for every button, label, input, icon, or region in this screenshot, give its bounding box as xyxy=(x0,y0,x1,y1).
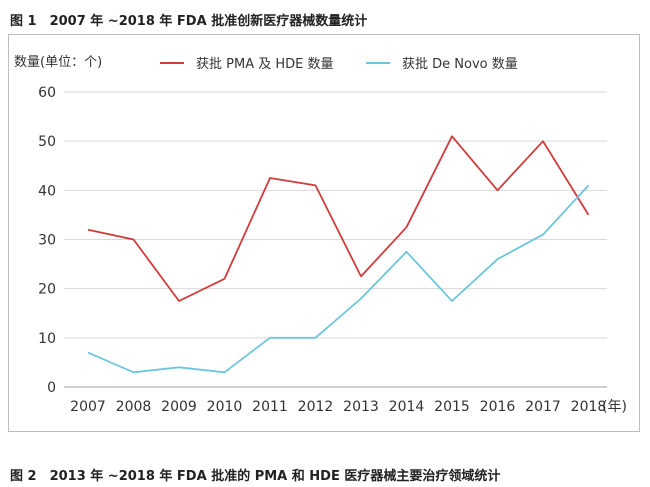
y-axis-label: 数量(单位：个) xyxy=(14,55,102,70)
x-tick-label: 2017 xyxy=(525,399,561,415)
y-tick-label: 50 xyxy=(38,134,56,150)
legend: 获批 PMA 及 HDE 数量 获批 De Novo 数量 xyxy=(160,57,518,72)
figure-1-title: 图 1 2007 年 ~2018 年 FDA 批准创新医疗器械数量统计 xyxy=(10,14,368,29)
x-tick-label: 2013 xyxy=(343,399,379,415)
series-line-0 xyxy=(87,135,590,302)
x-tick-label: 2018 xyxy=(571,399,607,415)
y-tick-label: 10 xyxy=(38,331,56,347)
y-tick-label: 20 xyxy=(38,282,56,298)
y-tick-label: 40 xyxy=(38,183,56,199)
x-tick-label: 2010 xyxy=(207,399,243,415)
x-tick-label: 2016 xyxy=(480,399,516,415)
x-tick-labels: 2007 2008 2009 2010 2011 2012 2013 2014 2015 2016… xyxy=(70,399,606,415)
legend-label-1: 获批 De Novo 数量 xyxy=(402,57,518,72)
y-tick-label: 60 xyxy=(38,85,56,101)
x-axis-unit: (年) xyxy=(602,399,627,415)
y-tick-label: 30 xyxy=(38,233,56,249)
x-tick-label: 2009 xyxy=(161,399,197,415)
chart-frame xyxy=(8,34,640,432)
y-tick-labels: 0 10 20 30 40 50 60 xyxy=(38,85,56,396)
figure-2-title: 图 2 2013 年 ~2018 年 FDA 批准的 PMA 和 HDE 医疗器… xyxy=(10,469,501,484)
y-tick-label: 0 xyxy=(47,380,56,396)
gridlines xyxy=(64,91,607,388)
legend-label-0: 获批 PMA 及 HDE 数量 xyxy=(196,57,333,72)
series-line-1 xyxy=(87,184,590,374)
x-tick-label: 2007 xyxy=(70,399,106,415)
x-tick-label: 2015 xyxy=(434,399,470,415)
series-lines xyxy=(87,135,590,374)
x-tick-label: 2014 xyxy=(389,399,425,415)
x-tick-label: 2011 xyxy=(252,399,288,415)
x-tick-label: 2012 xyxy=(298,399,334,415)
x-tick-label: 2008 xyxy=(116,399,152,415)
